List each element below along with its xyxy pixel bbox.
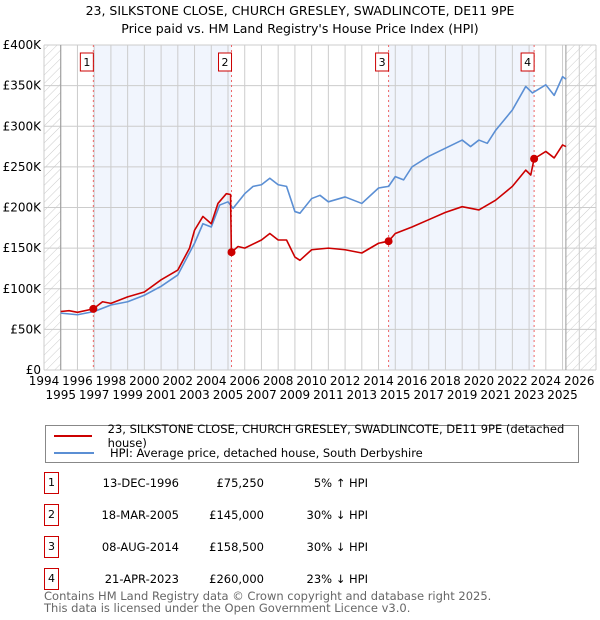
x-tick-label: 2014	[363, 374, 394, 388]
sale-marker-label: 2	[222, 56, 229, 69]
legend-hpi: HPI: Average price, detached house, Sout…	[110, 446, 423, 460]
x-tick-label: 2019	[447, 388, 478, 402]
sale-row: 4 21-APR-2023 £260,000 23% ↓ HPI	[44, 568, 444, 590]
x-tick-label: 2003	[179, 388, 210, 402]
chart-title: 23, SILKSTONE CLOSE, CHURCH GRESLEY, SWA…	[85, 3, 515, 18]
x-tick-label: 2007	[246, 388, 277, 402]
sale-marker-label: 4	[524, 56, 531, 69]
sale-number: 3	[44, 536, 59, 558]
sale-point	[89, 304, 98, 313]
y-tick-label: £150K	[3, 241, 43, 255]
y-tick-label: £300K	[3, 119, 43, 133]
x-tick-label: 2025	[547, 388, 578, 402]
sale-point	[384, 237, 393, 246]
x-tick-label: 2005	[213, 388, 244, 402]
sale-number: 4	[44, 568, 59, 590]
legend-blue-line	[54, 452, 94, 454]
x-tick-label: 2009	[280, 388, 311, 402]
x-tick-label: 2024	[531, 374, 562, 388]
sale-price: £145,000	[209, 508, 264, 522]
sale-hpi-diff: 5% ↑ HPI	[313, 476, 368, 490]
sale-price: £260,000	[209, 572, 264, 586]
y-tick-label: £200K	[3, 201, 43, 215]
x-tick-label: 2017	[413, 388, 444, 402]
x-tick-label: 2012	[330, 374, 361, 388]
x-tick-label: 2006	[229, 374, 260, 388]
price-chart: £0 £50K £100K £150K £200K £250K £300K £350K £400…	[3, 38, 597, 402]
x-tick-label: 2022	[497, 374, 528, 388]
legend-red-line	[54, 435, 92, 437]
y-tick-label: £50K	[10, 322, 42, 336]
y-tick-label: £100K	[3, 282, 43, 296]
x-tick-label: 1995	[45, 388, 76, 402]
sale-row: 1 13-DEC-1996 £75,250 5% ↑ HPI	[44, 472, 444, 494]
sale-hpi-diff: 30% ↓ HPI	[306, 540, 368, 554]
price-paid-line	[60, 144, 567, 314]
sale-hpi-diff: 30% ↓ HPI	[306, 508, 368, 522]
sale-marker-box	[520, 52, 535, 72]
sale-point	[227, 248, 236, 257]
sale-price: £158,500	[209, 540, 264, 554]
y-tick-label: £0	[26, 363, 41, 377]
y-tick-label: £400K	[3, 38, 43, 52]
sale-number: 2	[44, 504, 59, 526]
x-tick-label: 2000	[129, 374, 160, 388]
x-tick-label: 2011	[313, 388, 344, 402]
sale-row: 2 18-MAR-2005 £145,000 30% ↓ HPI	[44, 504, 444, 526]
x-tick-label: 2001	[146, 388, 177, 402]
sale-hpi-diff: 23% ↓ HPI	[306, 572, 368, 586]
x-tick-label: 2016	[397, 374, 428, 388]
x-tick-label: 2008	[263, 374, 294, 388]
hpi-line	[60, 75, 567, 316]
sale-date: 13-DEC-1996	[102, 476, 179, 490]
y-tick-label: £250K	[3, 160, 43, 174]
sale-date: 21-APR-2023	[104, 572, 179, 586]
sale-marker-box	[218, 52, 233, 72]
sale-date: 18-MAR-2005	[101, 508, 179, 522]
x-tick-label: 2023	[514, 388, 545, 402]
y-tick-label: £350K	[3, 79, 43, 93]
sale-marker-box	[79, 52, 94, 72]
x-tick-label: 2026	[564, 374, 595, 388]
x-tick-label: 1999	[112, 388, 143, 402]
x-tick-label: 2020	[464, 374, 495, 388]
chart-subtitle: Price paid vs. HM Land Registry's House …	[121, 21, 479, 36]
x-tick-label: 2018	[430, 374, 461, 388]
footer-licence: This data is licensed under the Open Gov…	[44, 601, 411, 615]
sale-marker-box	[375, 52, 390, 72]
x-tick-label: 2004	[196, 374, 227, 388]
x-tick-label: 2010	[296, 374, 327, 388]
x-tick-label: 1994	[29, 374, 60, 388]
legend: 23, SILKSTONE CLOSE, CHURCH GRESLEY, SWA…	[45, 422, 579, 463]
sale-number: 1	[44, 472, 59, 494]
x-tick-label: 1996	[62, 374, 93, 388]
sale-marker-label: 3	[379, 56, 386, 69]
sale-price: £75,250	[216, 476, 264, 490]
x-tick-label: 2021	[480, 388, 511, 402]
sale-row: 3 08-AUG-2014 £158,500 30% ↓ HPI	[44, 536, 444, 558]
legend-property: 23, SILKSTONE CLOSE, CHURCH GRESLEY, SWA…	[107, 422, 565, 450]
x-tick-label: 1997	[79, 388, 110, 402]
sale-point	[530, 154, 539, 163]
sale-marker-label: 1	[83, 56, 90, 69]
sale-date: 08-AUG-2014	[101, 540, 179, 554]
footer-copyright: Contains HM Land Registry data © Crown c…	[44, 589, 492, 603]
x-tick-label: 2013	[347, 388, 378, 402]
x-tick-label: 1998	[96, 374, 127, 388]
x-tick-label: 2002	[163, 374, 194, 388]
x-tick-label: 2015	[380, 388, 411, 402]
